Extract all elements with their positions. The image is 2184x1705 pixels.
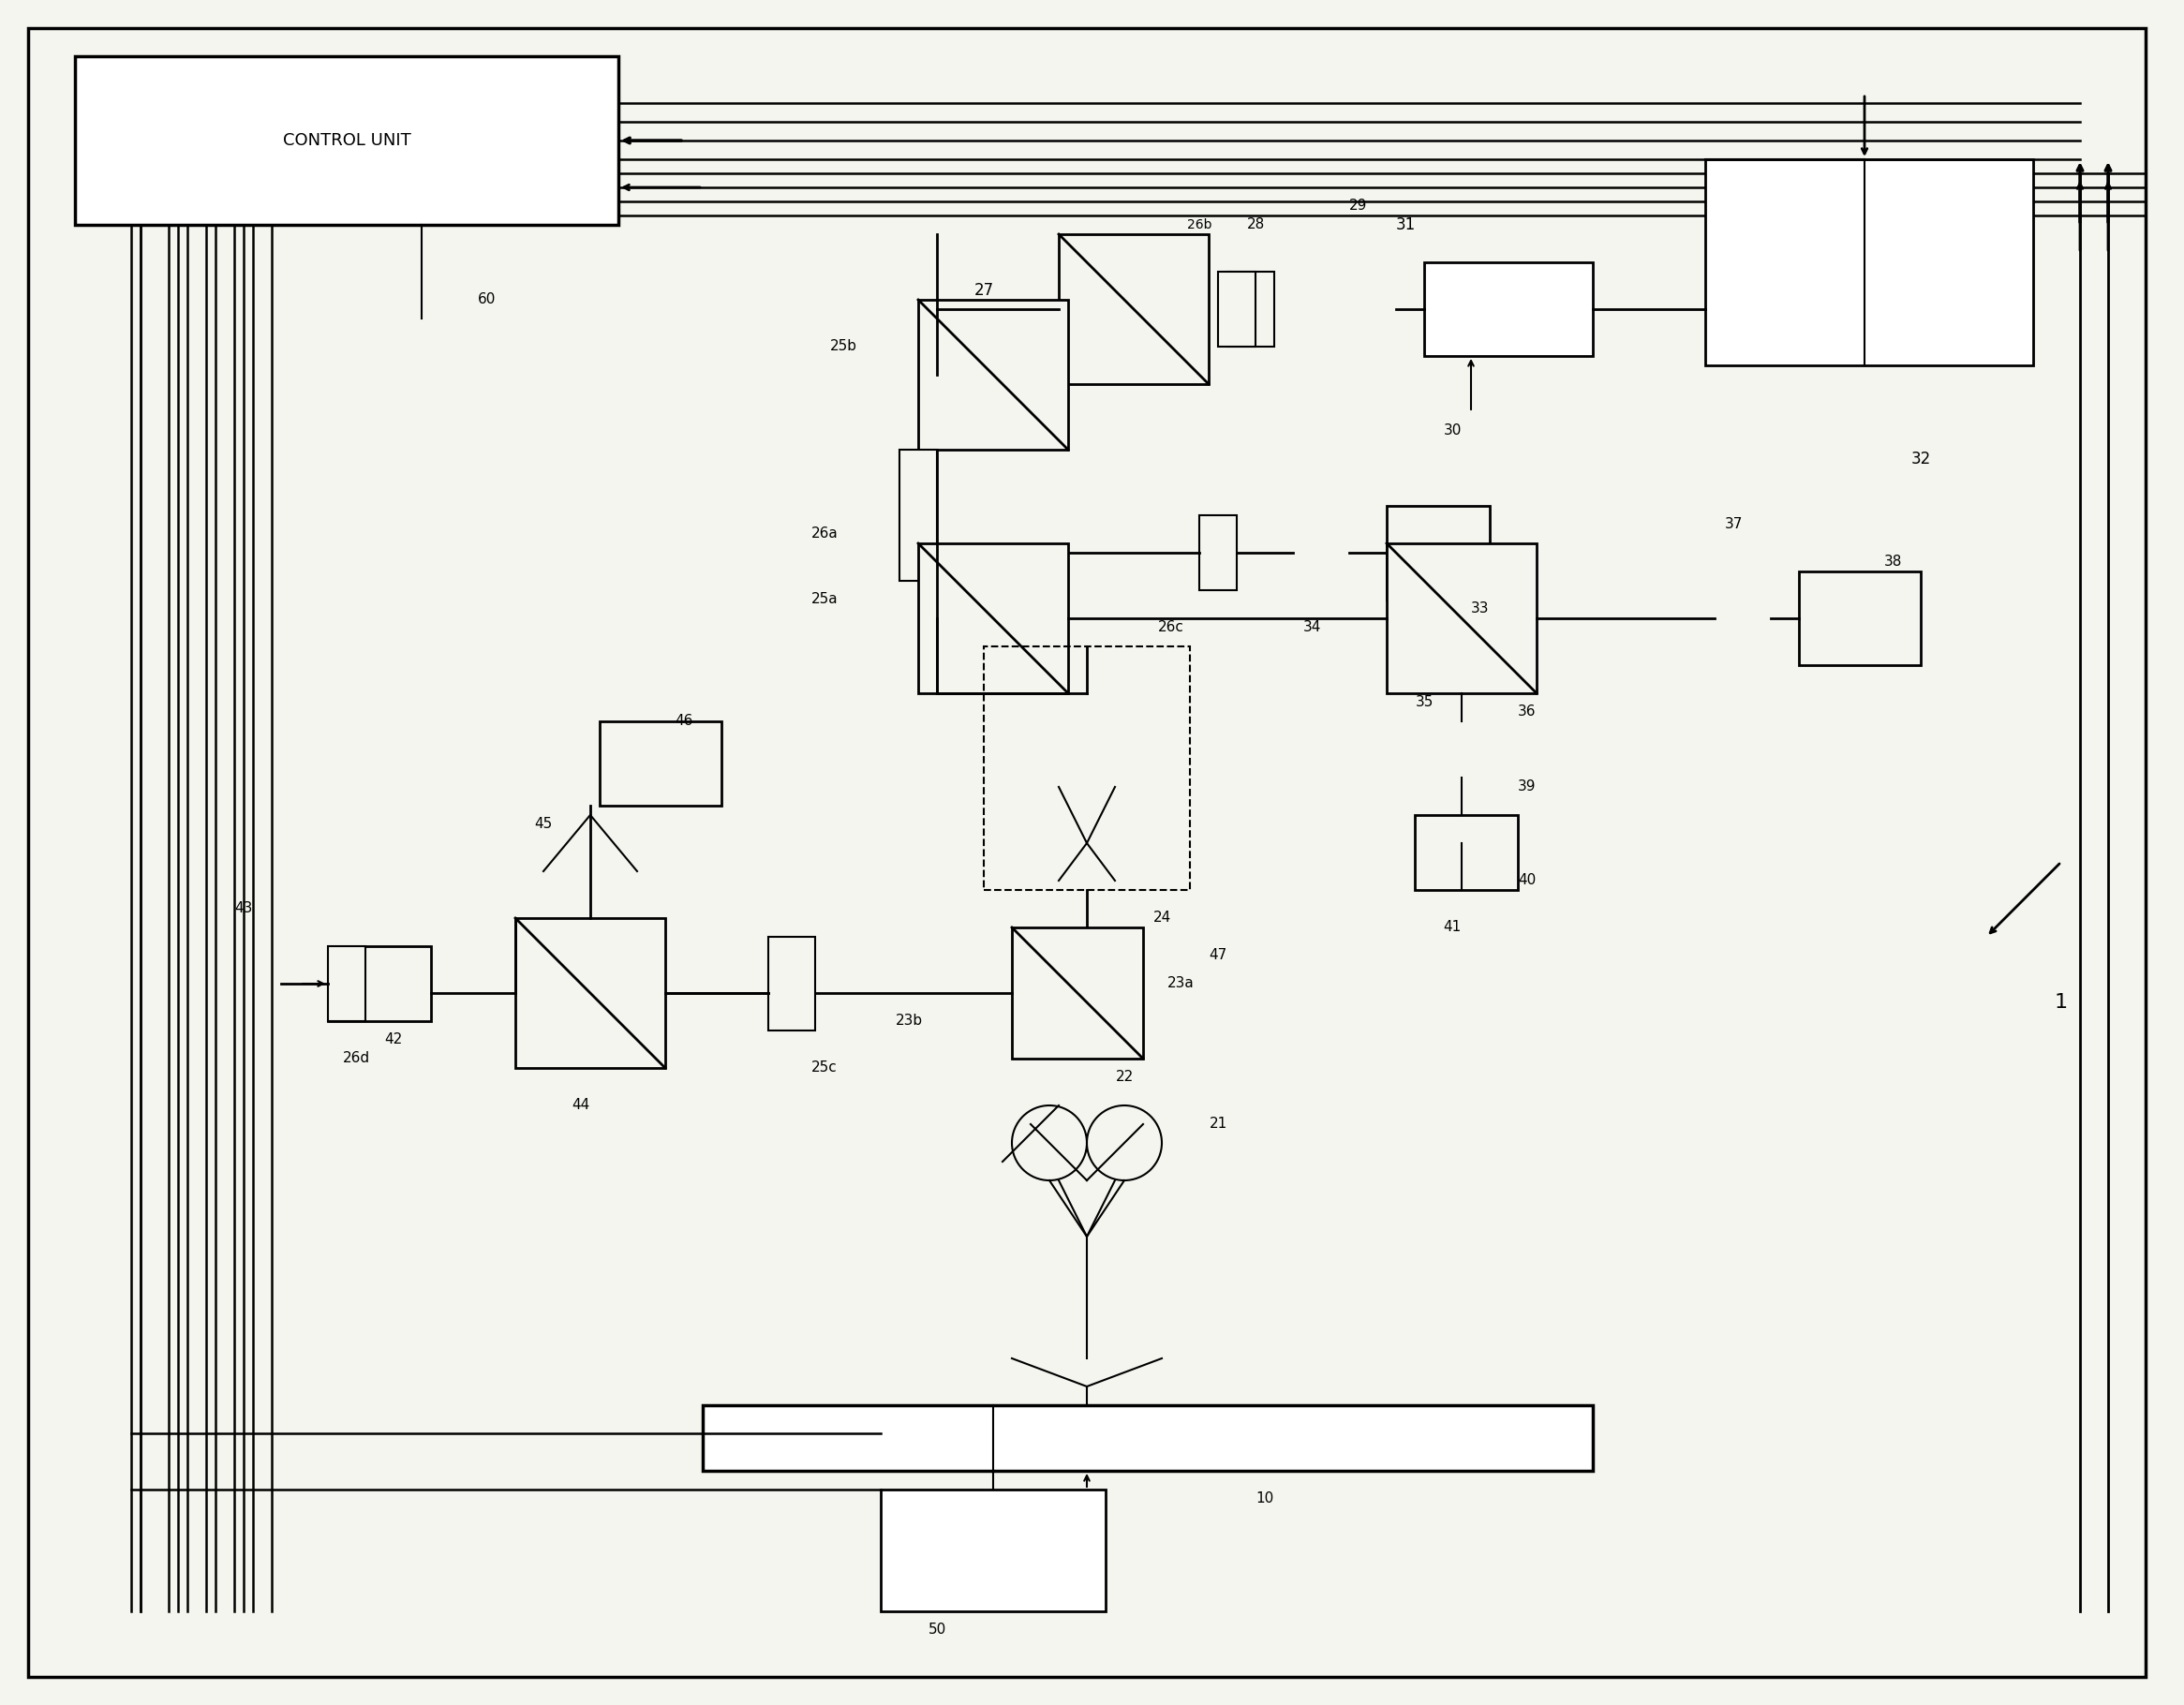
Bar (1387, 506, 1489, 600)
Bar (74, 56, 618, 225)
Text: 25a: 25a (810, 593, 839, 607)
Text: 45: 45 (535, 817, 553, 832)
Bar (880, 1490, 1105, 1611)
Text: 26d: 26d (343, 1052, 369, 1066)
Text: 60: 60 (478, 293, 496, 307)
Bar (917, 544, 1068, 694)
Text: 26b: 26b (1186, 218, 1212, 232)
Text: 39: 39 (1518, 779, 1535, 795)
Bar (1387, 544, 1538, 694)
Text: 25b: 25b (830, 339, 856, 353)
Text: 47: 47 (1210, 948, 1227, 963)
Bar (769, 936, 815, 1030)
Text: 27: 27 (974, 281, 994, 298)
Bar (1219, 271, 1256, 346)
Bar (1011, 928, 1142, 1059)
Text: 22: 22 (1116, 1071, 1133, 1084)
Bar (1059, 234, 1208, 384)
Text: 37: 37 (1723, 518, 1743, 532)
Bar (515, 917, 666, 1067)
Bar (917, 300, 1068, 450)
Text: 46: 46 (675, 714, 692, 728)
Text: 25c: 25c (812, 1061, 836, 1074)
Text: 42: 42 (384, 1033, 402, 1047)
Text: 29: 29 (1350, 199, 1367, 213)
Bar (328, 946, 365, 1021)
Text: 43: 43 (234, 902, 253, 916)
Text: 38: 38 (1883, 556, 1902, 569)
Text: 28: 28 (1247, 218, 1265, 232)
Text: 36: 36 (1518, 704, 1535, 720)
Text: 30: 30 (1444, 425, 1461, 438)
Text: 50: 50 (928, 1623, 946, 1637)
Bar (1800, 571, 1920, 665)
Bar (601, 721, 721, 806)
Bar (983, 646, 1190, 890)
Text: 1: 1 (2055, 992, 2068, 1011)
Text: 44: 44 (572, 1098, 590, 1112)
Bar (328, 946, 430, 1021)
Bar (703, 1405, 1592, 1471)
Bar (1424, 263, 1592, 356)
Bar (1415, 815, 1518, 890)
Text: 24: 24 (1153, 910, 1171, 926)
Text: 31: 31 (1396, 217, 1415, 234)
Text: 33: 33 (1472, 602, 1489, 616)
Bar (1227, 271, 1273, 346)
Text: 21: 21 (1210, 1117, 1227, 1130)
Text: 32: 32 (1911, 450, 1931, 467)
Bar (1199, 515, 1236, 590)
Text: 23b: 23b (895, 1014, 922, 1028)
Text: 26c: 26c (1158, 621, 1184, 634)
Text: CONTROL UNIT: CONTROL UNIT (282, 131, 411, 148)
Text: 40: 40 (1518, 873, 1535, 888)
Text: 41: 41 (1444, 921, 1461, 934)
Bar (1706, 159, 2033, 365)
Text: 26a: 26a (810, 527, 839, 540)
Text: 35: 35 (1415, 696, 1433, 709)
Text: 23a: 23a (1166, 977, 1195, 991)
Text: 34: 34 (1302, 621, 1321, 634)
Text: 10: 10 (1256, 1492, 1273, 1506)
Bar (900, 450, 937, 581)
